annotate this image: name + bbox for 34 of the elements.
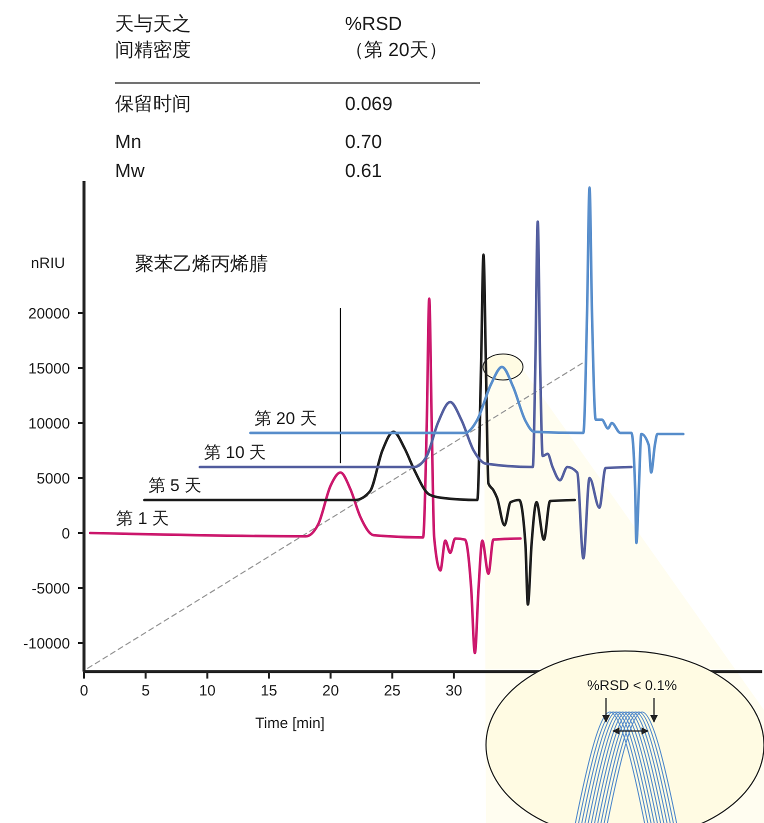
y-tick-label: -10000 (23, 635, 70, 652)
x-tick-label: 30 (446, 682, 462, 700)
text: （第 20天） (345, 40, 448, 61)
text: 0.70 (345, 132, 382, 153)
text: 天与天之 (115, 13, 191, 35)
series-label: 第 20 天 (254, 408, 317, 428)
x-tick-label: 25 (384, 682, 401, 700)
annotation: 0.61 (345, 161, 382, 182)
x-tick-label: 15 (260, 682, 278, 700)
y-tick-label: -5000 (32, 580, 70, 598)
line-series (88, 297, 522, 654)
y-tick-label: 0 (62, 525, 70, 542)
series-label: 第 10 天 (204, 443, 266, 462)
x-tick-label: 20 (322, 682, 339, 700)
y-tick-label: 20000 (28, 305, 70, 322)
y-tick-label: 5000 (36, 470, 70, 488)
text: 间精密度 (115, 39, 191, 61)
x-tick-label: 10 (198, 682, 216, 700)
x-axis-title: Time [min] (255, 715, 325, 732)
line-series (249, 186, 685, 544)
x-tick-label: 0 (80, 682, 88, 700)
y-axis-title: nRIU (30, 255, 66, 272)
series-label: 第 5 天 (148, 476, 202, 495)
text: 保留时间 (115, 94, 191, 115)
text: 聚苯乙烯丙烯腈 (135, 254, 268, 275)
series-label: 第 1 天 (116, 509, 170, 528)
y-tick-label: 15000 (28, 360, 70, 378)
text: %RSD (345, 14, 402, 35)
text: %RSD < 0.1% (587, 677, 677, 693)
text: 0.069 (345, 94, 393, 115)
x-tick-label: 5 (141, 682, 150, 700)
text: Mn (115, 132, 142, 153)
annotation: Mw (115, 161, 145, 182)
y-tick-label: 10000 (28, 415, 70, 432)
